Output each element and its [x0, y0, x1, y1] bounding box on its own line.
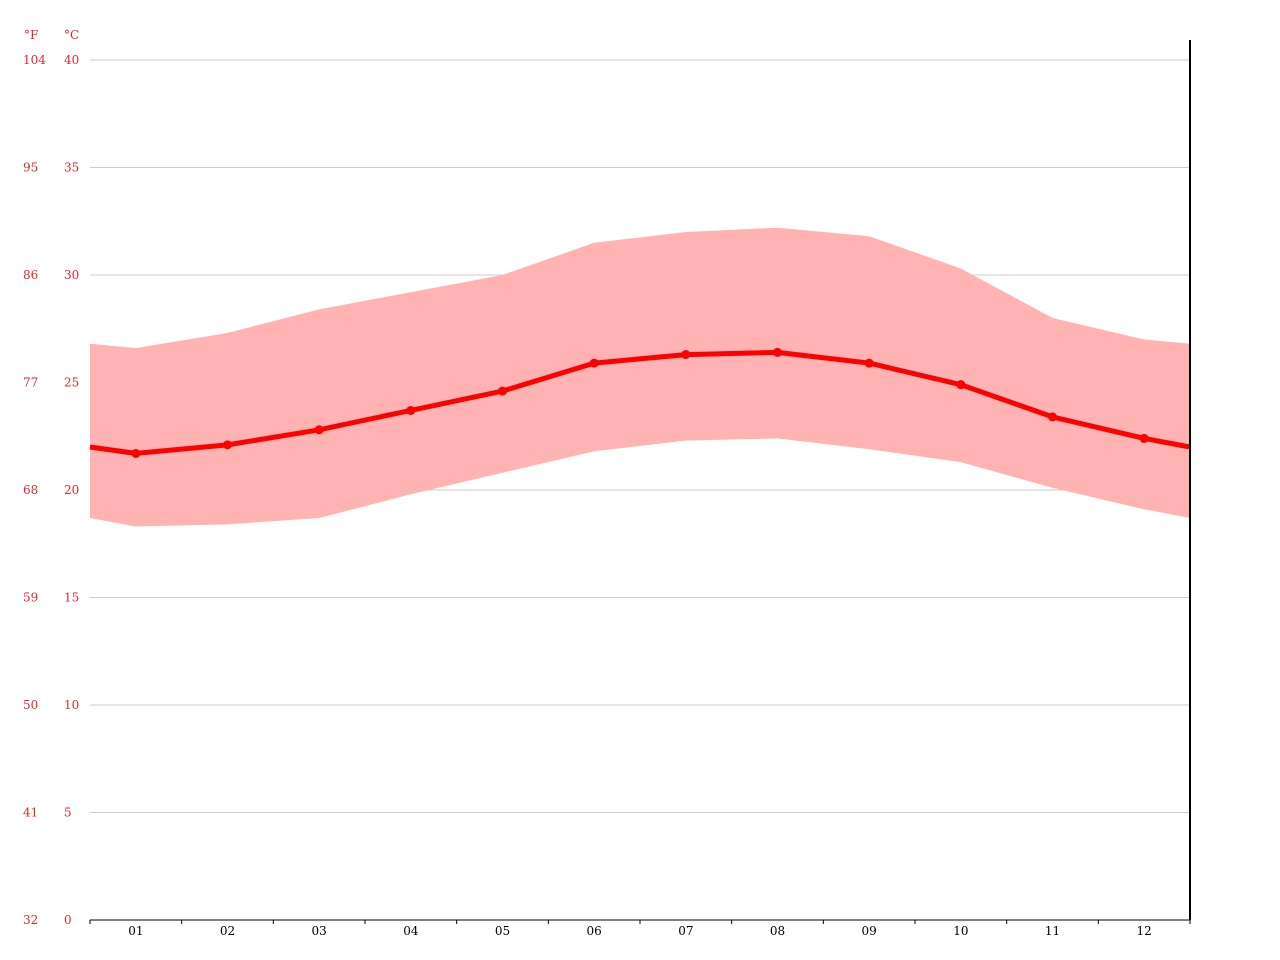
mean-point: [1139, 433, 1149, 443]
x-tick-label: 08: [770, 924, 785, 938]
y-tick-label-celsius: 25: [64, 376, 79, 390]
y-tick-label-fahrenheit: 32: [23, 913, 38, 927]
tick-labels: °F °C 0 32 5 41 10 50 15 59 20 68 25 77 30 86 35 95 40 10…: [23, 28, 1152, 938]
x-tick-label: 09: [862, 924, 877, 938]
axes: [89, 40, 1191, 924]
y-tick-label-celsius: 15: [64, 591, 79, 605]
x-tick-label: 12: [1137, 924, 1152, 938]
y-tick-label-fahrenheit: 104: [23, 53, 46, 67]
y-tick-label-fahrenheit: 77: [23, 376, 38, 390]
x-tick-label: 01: [128, 924, 143, 938]
min-max-range-band: [90, 227, 1190, 527]
fahrenheit-unit-label: °F: [24, 28, 38, 42]
y-tick-label-celsius: 5: [64, 806, 72, 820]
x-tick-label: 10: [953, 924, 968, 938]
y-tick-label-celsius: 40: [64, 53, 79, 67]
y-tick-label-fahrenheit: 59: [23, 591, 38, 605]
x-tick-label: 03: [312, 924, 327, 938]
x-tick-label: 07: [678, 924, 693, 938]
y-tick-label-celsius: 30: [64, 268, 79, 282]
mean-point: [223, 440, 232, 450]
x-tick-label: 05: [495, 924, 510, 938]
mean-point: [1048, 412, 1057, 422]
x-tick-label: 06: [587, 924, 602, 938]
y-tick-label-fahrenheit: 50: [23, 698, 38, 712]
mean-point: [314, 425, 324, 435]
mean-point: [589, 358, 599, 368]
mean-point: [498, 386, 507, 396]
mean-point: [681, 350, 691, 360]
x-tick-label: 11: [1045, 924, 1060, 938]
y-tick-label-fahrenheit: 68: [23, 483, 38, 497]
mean-point: [956, 380, 966, 390]
y-tick-label-celsius: 35: [64, 161, 79, 175]
celsius-unit-label: °C: [64, 28, 79, 42]
y-tick-label-celsius: 10: [64, 698, 79, 712]
x-tick-label: 02: [220, 924, 235, 938]
mean-point: [773, 347, 782, 357]
x-tick-label: 04: [403, 924, 419, 938]
y-tick-label-fahrenheit: 86: [23, 268, 38, 282]
mean-point: [864, 358, 874, 368]
y-tick-label-celsius: 20: [64, 483, 79, 497]
mean-point: [131, 448, 141, 458]
y-tick-label-fahrenheit: 41: [23, 806, 38, 820]
mean-temperature-line: [89, 349, 1191, 456]
y-tick-label-celsius: 0: [64, 913, 72, 927]
y-tick-label-fahrenheit: 95: [23, 161, 38, 175]
mean-point: [406, 405, 416, 415]
mean-points: [131, 347, 1149, 458]
